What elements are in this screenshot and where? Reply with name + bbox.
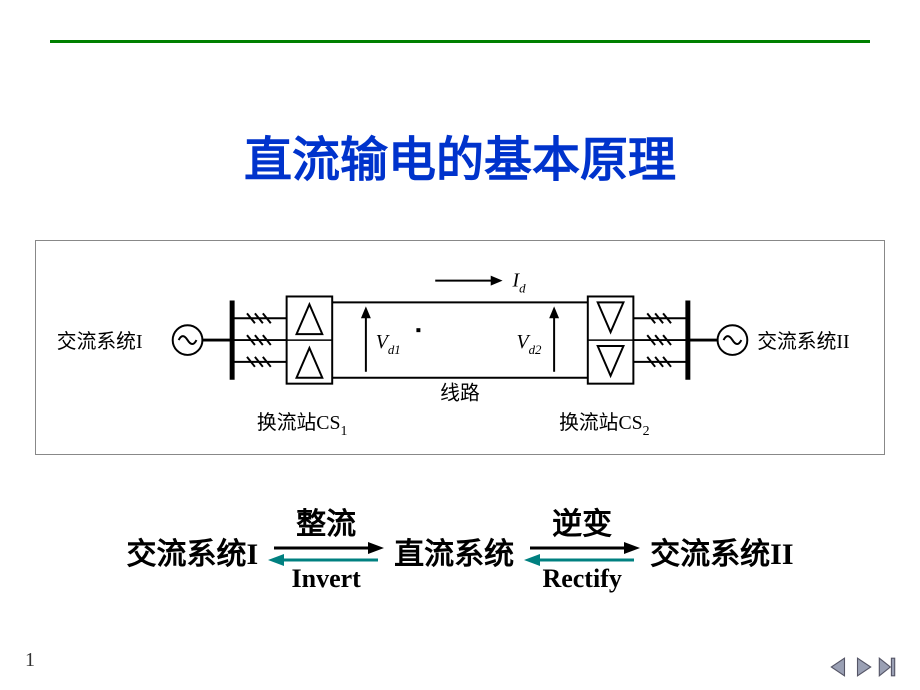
nav-controls	[828, 656, 898, 678]
flow-step-1: 整流 Invert	[266, 510, 386, 592]
prev-slide-icon[interactable]	[828, 656, 850, 678]
page-number: 1	[25, 649, 35, 672]
flow-step-2: 逆变 Rectify	[522, 510, 642, 592]
flow-step2-top: 逆变	[552, 510, 612, 540]
last-slide-icon[interactable]	[876, 656, 898, 678]
diagram-svg: 交流系统I 换流站CS1	[36, 241, 884, 454]
flow-step1-bottom: Invert	[291, 566, 360, 592]
flow-node-ac2: 交流系统II	[650, 529, 793, 573]
vd1-label: Vd1	[376, 331, 401, 357]
cs2-label: 换流站CS2	[559, 412, 650, 438]
right-ac-label: 交流系统II	[757, 331, 849, 353]
flow-step2-bottom: Rectify	[542, 566, 621, 592]
flow-node-dc: 直流系统	[394, 529, 514, 573]
next-slide-icon[interactable]	[852, 656, 874, 678]
left-ac-label: 交流系统I	[57, 331, 143, 353]
flow-step1-top: 整流	[296, 510, 356, 540]
top-rule	[50, 40, 870, 43]
vd2-label: Vd2	[516, 331, 542, 357]
circuit-diagram: 交流系统I 换流站CS1	[35, 240, 885, 455]
page-title: 直流输电的基本原理	[0, 120, 920, 190]
line-label: 线路	[440, 383, 480, 405]
id-label: Id	[512, 270, 527, 296]
cs1-label: 换流站CS1	[257, 412, 348, 438]
flow-row: 交流系统I 整流 Invert 直流系统 逆变 Rectify 交流系统II	[0, 510, 920, 592]
flow-node-ac1: 交流系统I	[126, 529, 258, 573]
